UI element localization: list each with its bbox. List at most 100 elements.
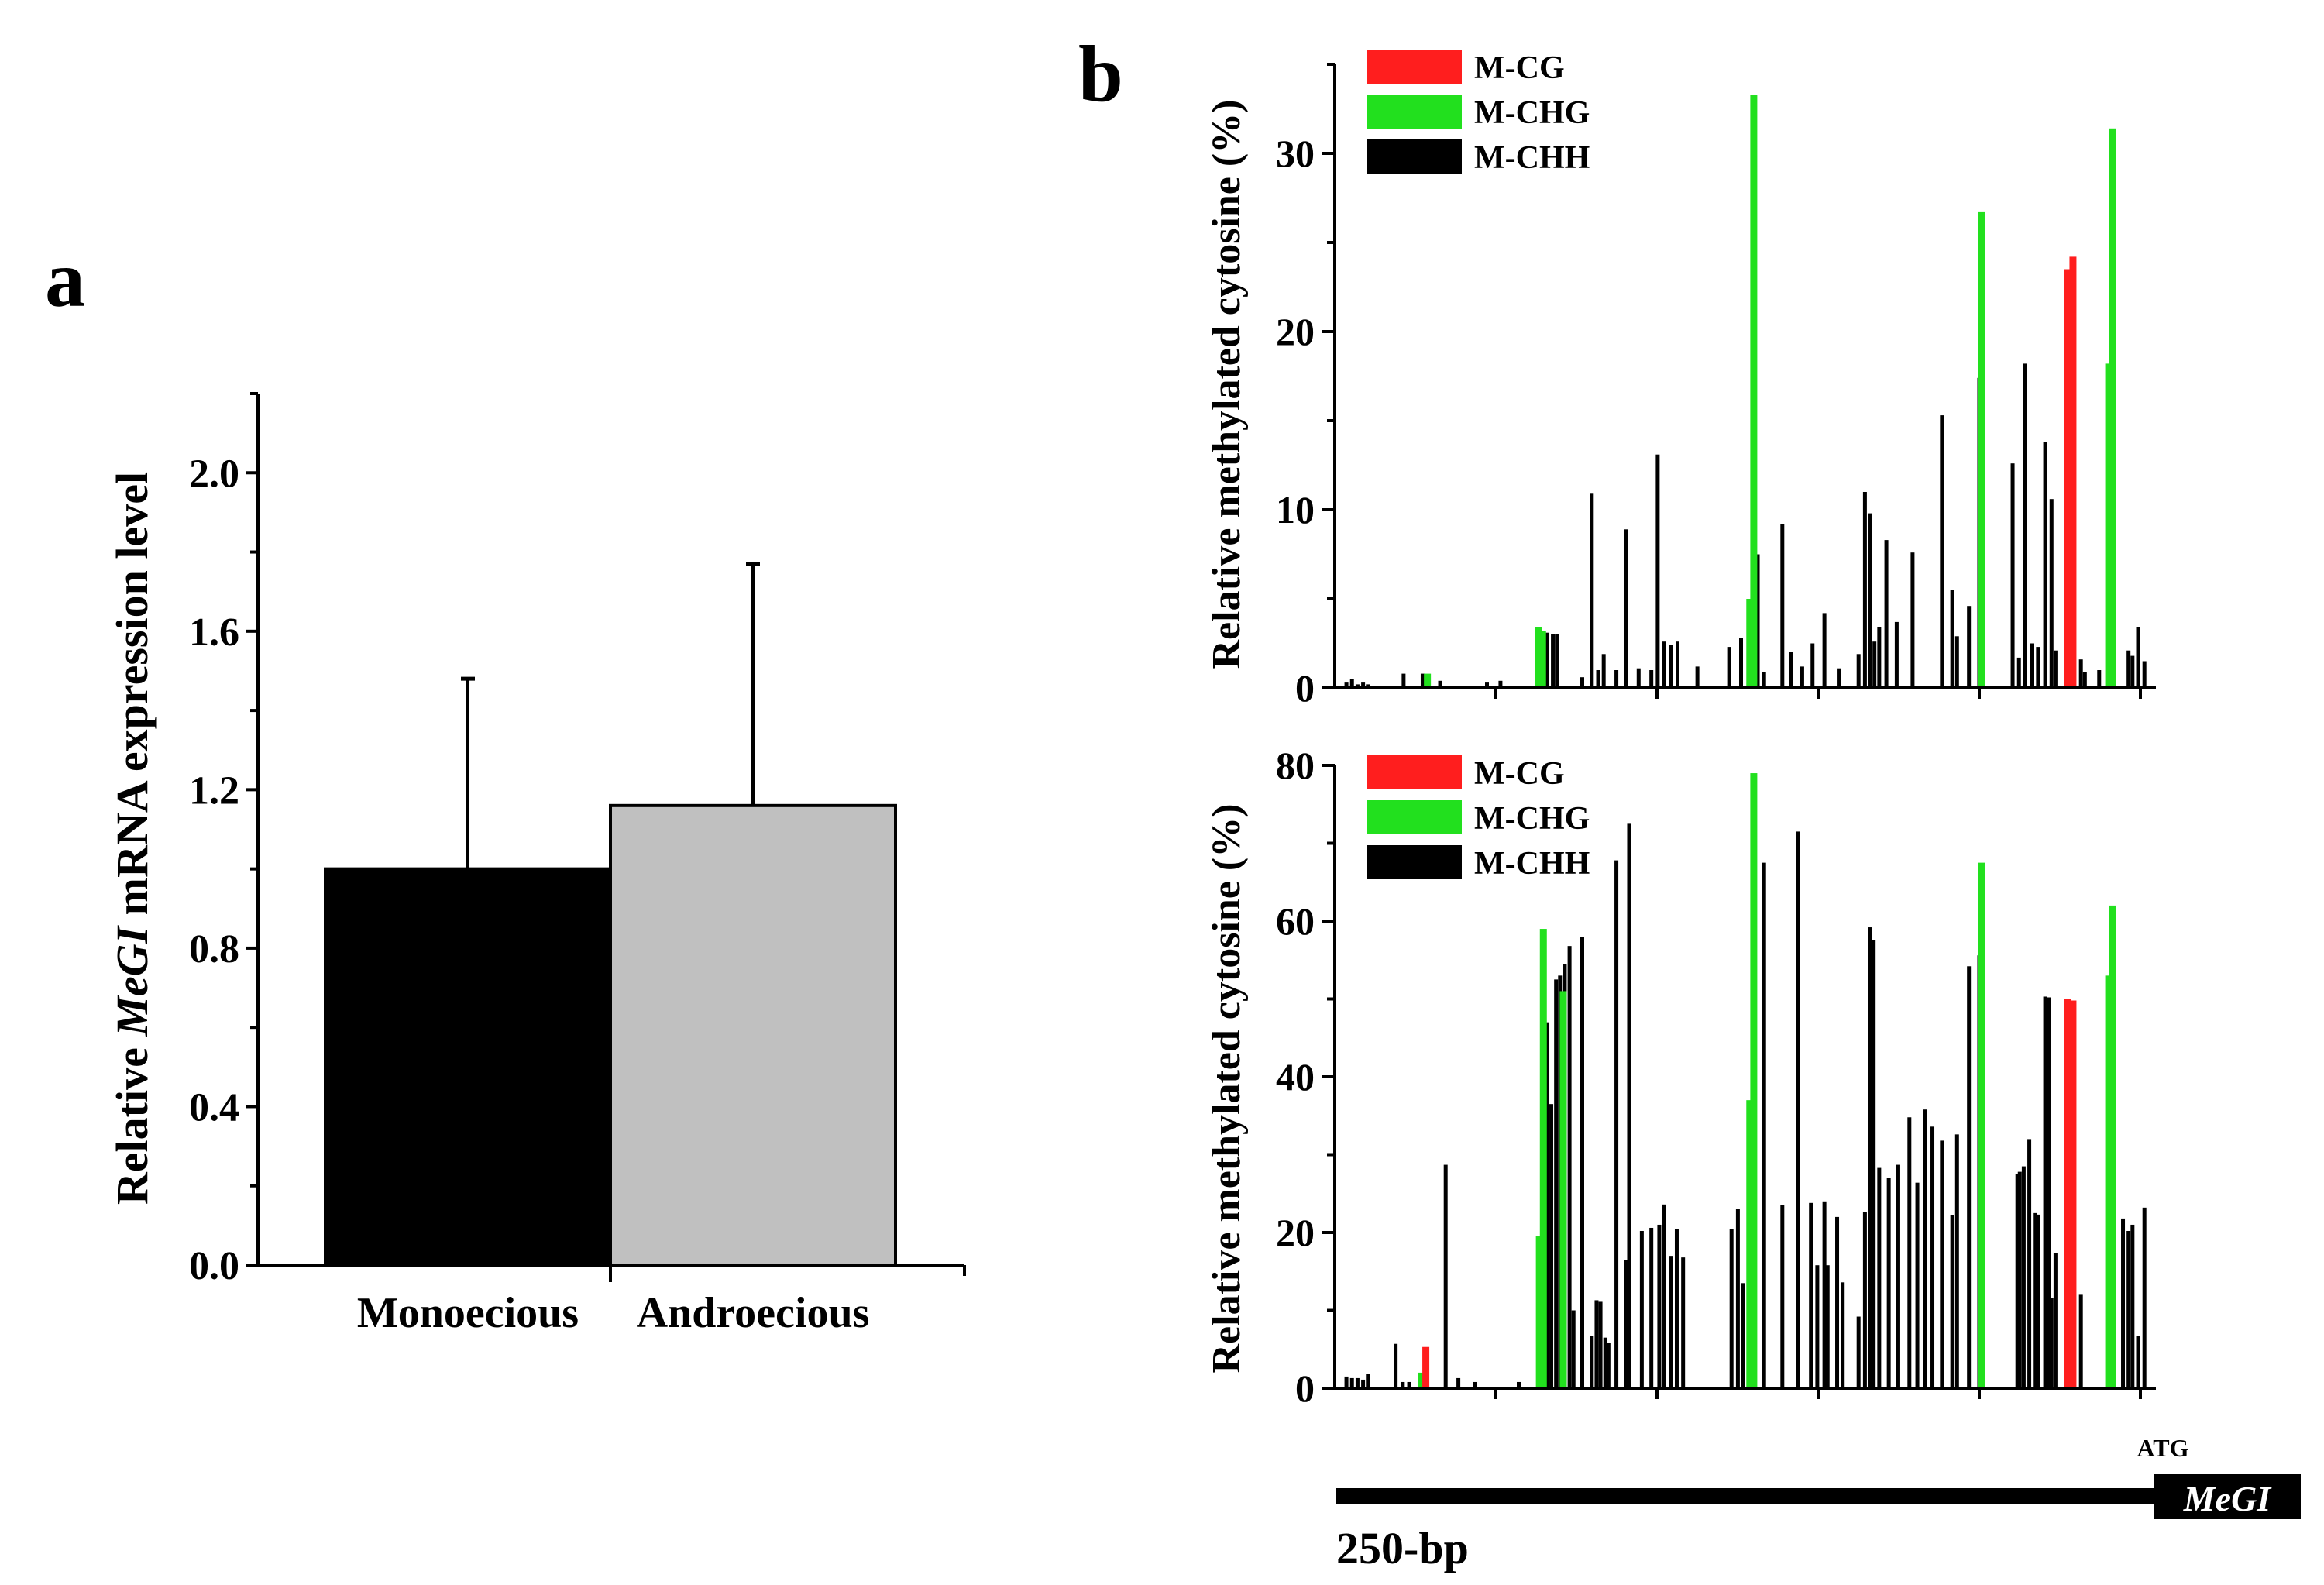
bar-m-chh: [1780, 1205, 1785, 1388]
bar-m-chh: [1485, 682, 1489, 688]
bar-m-chh: [2053, 1253, 2058, 1388]
panel-b-bottom-legend: M-CG M-CHG M-CHH: [1367, 755, 1590, 882]
y-tick-label: 1.2: [189, 768, 239, 813]
bar-m-chh: [1796, 831, 1800, 1388]
bar-m-chg: [2105, 975, 2113, 1388]
gene-map: MeGI ATG 250-bp: [1336, 1434, 2301, 1573]
bar-m-chh: [1473, 1381, 1477, 1388]
bar-m-chh: [1894, 621, 1899, 688]
bar-m-chh: [2049, 1298, 2054, 1388]
bar-m-chh: [2053, 650, 2058, 688]
bar-m-chh: [1366, 684, 1370, 688]
panel-a-axes: [256, 394, 966, 1282]
bar-m-chh: [1394, 1343, 1398, 1388]
bar-m-chh: [1545, 1022, 1549, 1388]
y-tick-label: 80: [1276, 744, 1315, 787]
legend-label: M-CHH: [1474, 846, 1590, 882]
panel-b-top-legend: M-CG M-CHG M-CHH: [1367, 50, 1590, 176]
bar-m-chh: [2082, 672, 2087, 688]
panel-b-top: b 0 10 20 30 M-CG M-CHG M-CHH Relative methyl…: [1078, 29, 2156, 710]
bar-m-chh: [1810, 643, 1815, 688]
y-tick-label: 0: [1295, 1367, 1315, 1410]
legend-label: M-CHH: [1474, 140, 1590, 176]
bar-m-chh: [1930, 1126, 1935, 1388]
bar-m-chh: [1862, 1212, 1867, 1388]
bar-m-chh: [1349, 1377, 1354, 1388]
bar-m-chh: [1915, 1182, 1920, 1388]
bar-m-chh: [1669, 1256, 1673, 1388]
y-axis-label-gene: MeGI: [107, 924, 157, 1037]
bar-m-chh: [1825, 1265, 1830, 1388]
y-tick-label: 0.4: [189, 1085, 239, 1129]
gene-name: MeGI: [2183, 1479, 2273, 1518]
bar-m-chg: [1535, 1236, 1543, 1388]
bar-m-chg: [1535, 627, 1542, 688]
bar-m-chh: [1590, 493, 1594, 688]
y-tick-label: 20: [1276, 310, 1315, 353]
bar-m-chh: [1555, 634, 1559, 688]
bar-m-chh: [1822, 1201, 1827, 1388]
bar-m-chh: [1868, 513, 1872, 688]
bar-m-chh: [1649, 670, 1654, 688]
bar-m-chh: [1355, 684, 1360, 688]
bar-m-chh: [1789, 652, 1793, 688]
bar-m-chh: [1809, 1202, 1813, 1388]
bar-monoecious: [324, 867, 612, 1267]
bar-m-chh: [1856, 1316, 1861, 1388]
bar-m-chh: [1835, 1216, 1840, 1388]
bar-m-chh: [1856, 654, 1861, 688]
bar-m-chh: [2030, 643, 2034, 688]
panel-b-label: b: [1078, 29, 1123, 119]
bar-m-chh: [1571, 1310, 1576, 1388]
bar-m-chh: [1815, 1265, 1820, 1388]
bar-m-chh: [1662, 1204, 1666, 1388]
bar-m-chg: [1746, 1100, 1754, 1388]
bar-m-chh: [1739, 638, 1743, 688]
bar-m-chh: [2027, 1139, 2032, 1388]
bar-m-chh: [1940, 415, 1944, 688]
promoter-line: [1336, 1488, 2165, 1504]
bar-m-chg: [1746, 599, 1754, 688]
bar-m-chh: [1407, 1381, 1411, 1388]
bar-m-chh: [2021, 1166, 2026, 1388]
bar-m-chh: [1868, 927, 1872, 1388]
bar-m-chh: [2078, 1294, 2083, 1388]
bar-m-chh: [1872, 940, 1876, 1388]
y-axis-label-suffix: mRNA expression level: [107, 472, 157, 927]
bar-m-chh: [1627, 823, 1631, 1388]
bar-m-chh: [2017, 1171, 2022, 1388]
bar-m-chh: [1954, 636, 1959, 688]
bar-m-chh: [1841, 1282, 1845, 1388]
panel-b-bottom: 0 20 40 60 80 M-CG M-CHG M-CHH Relative methyl…: [1205, 744, 2156, 1410]
bar-m-chh: [1366, 1374, 1370, 1388]
bar-m-chh: [1401, 673, 1406, 688]
bar-m-chh: [2078, 659, 2083, 688]
bar-m-chg: [1418, 1372, 1425, 1388]
y-tick-label: 0: [1295, 666, 1315, 710]
bar-m-chh: [1443, 1164, 1448, 1388]
y-tick-label: 2.0: [189, 452, 239, 496]
bar-m-chh: [1886, 1178, 1891, 1388]
bar-m-chh: [1361, 682, 1366, 688]
bar-m-chh: [1614, 670, 1619, 688]
bar-m-chh: [1967, 606, 1972, 688]
bar-m-chh: [1636, 668, 1641, 688]
bar-m-chh: [1950, 1215, 1954, 1388]
bar-m-chh: [1456, 1377, 1461, 1388]
bar-m-chh: [1601, 654, 1606, 688]
bar-m-chh: [1923, 1109, 1927, 1388]
bar-m-chh: [1624, 529, 1628, 688]
bar-m-chh: [2015, 1174, 2020, 1388]
bar-m-chh: [1438, 680, 1442, 688]
bar-m-cg: [2064, 269, 2071, 688]
bar-m-chh: [1741, 1283, 1745, 1388]
bar-m-chh: [1401, 1381, 1405, 1388]
bar-m-chh: [1545, 632, 1549, 688]
x-category-label: Androecious: [637, 1289, 870, 1337]
bar-m-chh: [1762, 862, 1766, 1388]
legend-swatch-m-cg: [1367, 50, 1462, 84]
y-tick-label: 30: [1276, 132, 1315, 175]
bar-m-chh: [1669, 645, 1673, 688]
legend-swatch-m-chg: [1367, 800, 1462, 834]
legend-label: M-CG: [1474, 50, 1565, 86]
